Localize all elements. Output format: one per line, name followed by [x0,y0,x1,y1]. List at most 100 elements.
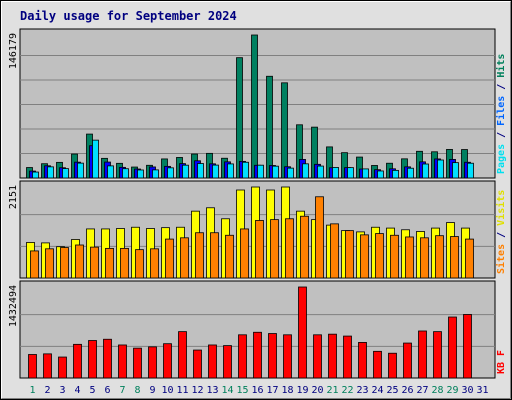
hits_files_pages-bar-hits-day-15 [236,57,243,179]
day-label-5: 5 [89,385,95,396]
kbytes-bar-kb-f-day-28 [433,331,442,379]
visits_sites-bar-sites-day-10 [165,238,174,279]
hits_files_pages-bar-pages-day-2 [47,166,54,179]
hits_files_pages-bar-pages-day-8 [137,169,144,179]
kbytes-bar-kb-f-day-16 [253,331,262,379]
day-label-31: 31 [476,385,488,396]
hits_files_pages-bar-pages-day-26 [407,167,414,179]
kbytes-bar-kb-f-day-13 [208,344,217,379]
visits_sites-bar-sites-day-21 [330,223,339,279]
hits_files_pages-bar-hits-day-18 [281,82,288,179]
kbytes-bar-kb-f-day-19 [298,286,307,379]
day-label-1: 1 [29,385,35,396]
day-label-28: 28 [431,385,443,396]
day-label-24: 24 [371,385,383,396]
kbytes-bar-kb-f-day-24 [373,350,382,379]
kbytes-bar-kb-f-day-15 [238,334,247,379]
day-label-17: 17 [266,385,278,396]
day-label-21: 21 [326,385,338,396]
kbytes-bar-kb-f-day-5 [88,340,97,379]
legend-entry: / [496,78,507,96]
visits_sites-bar-sites-day-28 [435,235,444,279]
visits_sites-bar-sites-day-2 [45,248,54,279]
kbytes-bar-kb-f-day-17 [268,333,277,379]
day-label-29: 29 [446,385,458,396]
visits_sites-bar-sites-day-26 [405,236,414,279]
kbytes-bar-kb-f-day-8 [133,347,142,379]
hits_files_pages-ymax-label: 146179 [8,33,19,69]
legend-entry: Files [495,96,507,126]
visits_sites-bar-sites-day-20 [315,196,324,279]
day-label-4: 4 [74,385,80,396]
visits_sites-bar-sites-day-9 [150,248,159,279]
visits_sites-bar-sites-day-6 [105,247,114,279]
visits_sites-bar-sites-day-23 [360,234,369,279]
kbytes-bar-kb-f-day-12 [193,349,202,379]
hits_files_pages-bar-pages-day-1 [32,171,39,179]
hits_files_pages-bar-pages-day-5 [92,139,99,179]
visits_sites-bar-sites-day-25 [390,234,399,279]
kbytes-bar-kb-f-day-3 [58,356,67,379]
hits_files_pages-bar-pages-day-15 [242,161,249,179]
kbytes-bar-kb-f-day-18 [283,334,292,379]
hits_files_pages-bar-pages-day-16 [257,164,264,179]
visits_sites-bar-sites-day-13 [210,232,219,279]
kbytes-bar-kb-f-day-29 [448,316,457,379]
kbytes-bar-kb-f-day-2 [43,353,52,379]
hits-files-pages-panel: 146179 Pages / Files / Hits [8,28,507,179]
visits_sites-legend: Sites / Visits [495,190,507,274]
kbytes-bar-kb-f-day-21 [328,333,337,379]
visits_sites-bar-sites-day-12 [195,232,204,279]
visits_sites-ymax-label: 2151 [8,185,19,209]
visits_sites-bar-sites-day-24 [375,233,384,279]
day-label-27: 27 [416,385,428,396]
hits_files_pages-bar-pages-day-23 [362,168,369,179]
hits_files_pages-bar-pages-day-10 [167,167,174,179]
visits_sites-bar-sites-day-17 [270,219,279,279]
kbytes-bar-kb-f-day-30 [463,314,472,379]
hits_files_pages-bar-pages-day-24 [377,170,384,179]
kbytes-bar-kb-f-day-20 [313,334,322,379]
kbytes-bar-kb-f-day-11 [178,331,187,379]
visits_sites-bar-sites-day-3 [60,247,69,279]
day-label-3: 3 [59,385,65,396]
hits_files_pages-bar-pages-day-6 [107,165,114,179]
hits_files_pages-bar-pages-day-25 [392,169,399,179]
day-label-15: 15 [236,385,248,396]
day-label-13: 13 [206,385,218,396]
hits_files_pages-bar-pages-day-9 [152,169,159,179]
visits_sites-bar-sites-day-22 [345,230,354,279]
hits_files_pages-bar-hits-day-17 [266,75,273,179]
visits_sites-bar-sites-day-16 [255,220,264,279]
hits_files_pages-bar-pages-day-21 [332,167,339,179]
visits_sites-bar-sites-day-15 [240,228,249,279]
hits_files_pages-bar-pages-day-11 [182,164,189,179]
kbytes-bar-kb-f-day-23 [358,342,367,379]
hits_files_pages-legend: Pages / Files / Hits [495,54,507,174]
day-label-22: 22 [341,385,353,396]
legend-entry: Pages [496,144,507,174]
day-label-30: 30 [461,385,473,396]
legend-entry: / [496,126,507,144]
visits_sites-bar-sites-day-18 [285,218,294,279]
kbytes-bar-kb-f-day-4 [73,343,82,379]
kbytes-bar-kb-f-day-27 [418,330,427,379]
kbytes-ymax-label: 1432494 [8,285,19,327]
kbytes-bar-kb-f-day-7 [118,344,127,379]
hits_files_pages-bar-hits-day-16 [251,34,258,179]
chart-title: Daily usage for September 2024 [20,9,237,23]
hits_files_pages-bar-pages-day-12 [197,163,204,179]
kbytes-bar-kb-f-day-14 [223,345,232,379]
kbytes-panel: 1432494 KB F [8,280,507,379]
day-axis-labels: 1 2 3 4 5 6 7 8 9 10 11 12 13 14 15 16 17 18 19 20 21 22 23 24 2… [29,385,488,396]
visits_sites-bar-sites-day-30 [465,238,474,279]
day-label-26: 26 [401,385,413,396]
visits_sites-bar-sites-day-1 [30,250,39,279]
visits_sites-bar-sites-day-5 [90,246,99,279]
day-label-14: 14 [221,385,233,396]
legend-entry: / [496,226,507,244]
visits_sites-bar-sites-day-29 [450,236,459,279]
visits_sites-bar-sites-day-19 [300,215,309,279]
visits_sites-bar-sites-day-14 [225,234,234,279]
